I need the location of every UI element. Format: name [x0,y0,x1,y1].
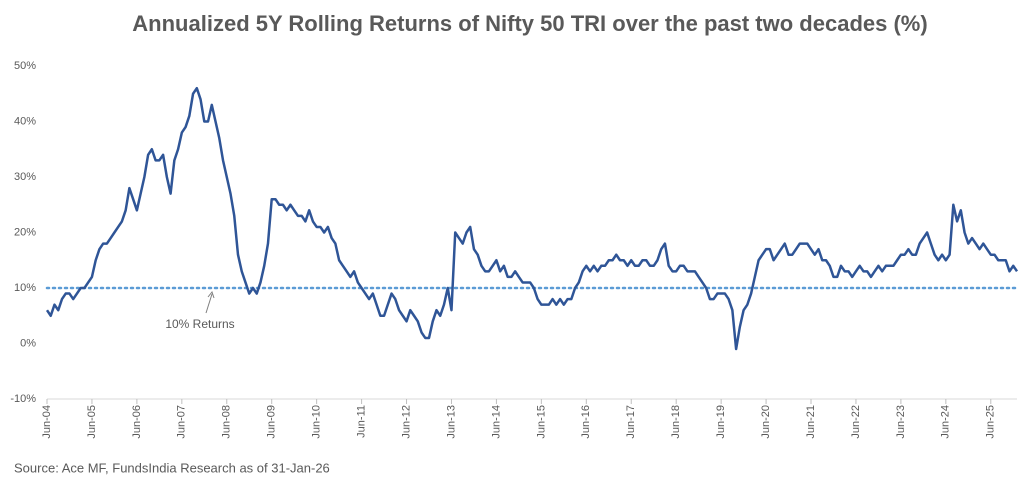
x-tick-label: Jun-17 [625,405,637,439]
x-tick-label: Jun-05 [86,405,98,439]
line-series [45,86,1019,351]
y-tick-label: 10% [14,282,36,294]
x-tick-label: Jun-16 [580,405,592,439]
x-tick-label: Jun-23 [895,405,907,439]
y-tick-label: 40% [14,115,36,127]
x-tick-label: Jun-19 [715,405,727,439]
y-tick-label: 30% [14,171,36,183]
x-tick-label: Jun-04 [41,405,53,439]
x-tick-label: Jun-21 [805,405,817,439]
x-tick-label: Jun-20 [760,405,772,439]
annotation-arrow [205,293,213,314]
x-tick-label: Jun-08 [221,405,233,439]
x-tick-label: Jun-13 [445,405,457,439]
x-tick-label: Jun-12 [400,405,412,439]
x-tick-label: Jun-24 [940,405,952,439]
source-note: Source: Ace MF, FundsIndia Research as o… [14,460,330,475]
reference-label: 10% Returns [165,317,234,331]
annotation-arrowhead [207,290,215,299]
y-tick-label: 20% [14,226,36,238]
chart-title: Annualized 5Y Rolling Returns of Nifty 5… [132,11,927,36]
x-tick-label: Jun-10 [311,405,323,439]
x-tick-label: Jun-22 [850,405,862,439]
y-tick-label: 0% [20,337,36,349]
x-tick-label: Jun-15 [535,405,547,439]
x-tick-label: Jun-18 [670,405,682,439]
y-tick-label: 50% [14,60,36,72]
x-tick-label: Jun-09 [266,405,278,439]
x-tick-label: Jun-25 [985,405,997,439]
x-tick-label: Jun-06 [131,405,143,439]
y-tick-label: -10% [10,393,36,405]
x-tick-label: Jun-11 [356,405,368,438]
x-tick-label: Jun-14 [490,405,502,439]
x-tick-label: Jun-07 [176,405,188,439]
